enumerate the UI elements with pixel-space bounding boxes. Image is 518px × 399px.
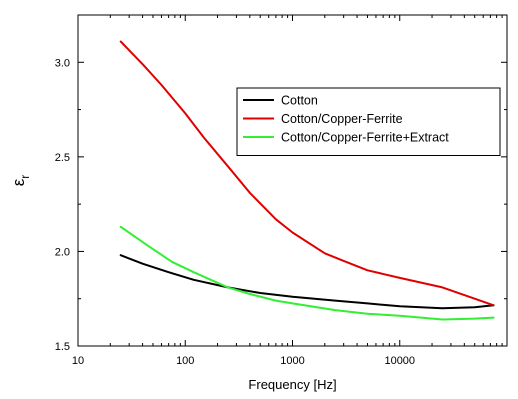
y-tick-label: 2.0 xyxy=(55,246,70,258)
y-tick-label: 1.5 xyxy=(55,341,70,353)
y-tick-label: 2.5 xyxy=(55,152,70,164)
legend-label: Cotton/Copper-Ferrite xyxy=(281,112,403,126)
x-axis-title: Frequency [Hz] xyxy=(248,377,336,392)
legend-label: Cotton/Copper-Ferrite+Extract xyxy=(281,131,449,145)
y-axis-title: εr xyxy=(9,175,32,187)
x-tick-label: 100 xyxy=(176,355,194,367)
series-line-1 xyxy=(119,254,495,310)
y-axis-title-main: ε xyxy=(9,178,28,186)
legend-label: Cotton xyxy=(281,94,318,108)
axes-layer: 10 100 1000 10000 1.5 2.0 2.5 3.0 xyxy=(55,14,507,367)
x-tick-label: 1000 xyxy=(280,355,304,367)
y-tick-label: 3.0 xyxy=(55,57,70,69)
y-axis-title-sub: r xyxy=(18,175,32,179)
legend: Cotton Cotton/Copper-Ferrite Cotton/Copper… xyxy=(236,87,501,156)
x-tick-label: 10 xyxy=(72,355,84,367)
series-layer xyxy=(119,40,495,321)
x-tick-label: 10000 xyxy=(384,355,415,367)
series-line-3 xyxy=(119,225,495,321)
series-line-2 xyxy=(119,40,495,307)
legend-box xyxy=(236,87,501,156)
